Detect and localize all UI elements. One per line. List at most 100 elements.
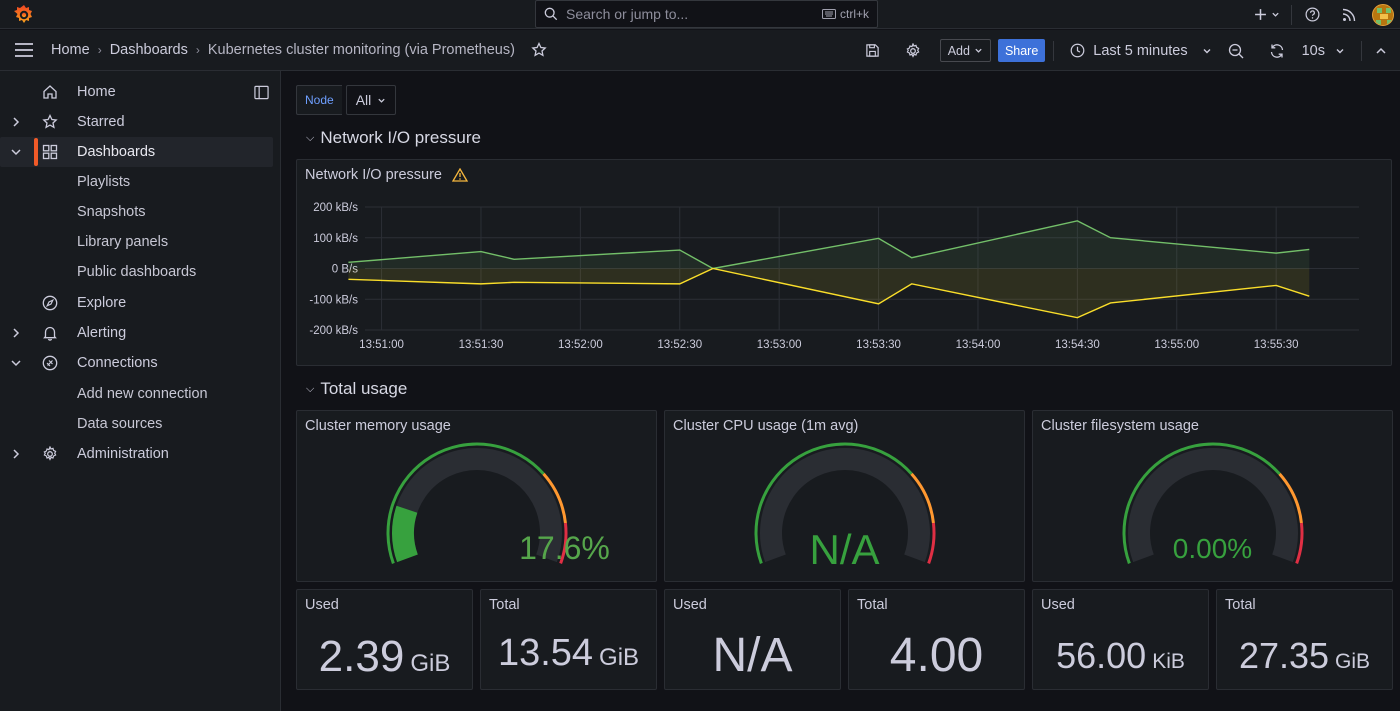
- stat-number: 4.00: [889, 629, 984, 682]
- gauge-threshold-green: [754, 442, 913, 564]
- gauge-threshold-green: [1122, 442, 1281, 564]
- variable-bar: Node All: [296, 85, 397, 115]
- panel-title: Cluster filesystem usage: [1041, 418, 1199, 434]
- panel-title: Cluster CPU usage (1m avg): [673, 418, 859, 434]
- row-header-total[interactable]: ⌵ Total usage: [306, 379, 407, 399]
- panel-title: Used: [305, 597, 339, 613]
- sidebar-item-label: Snapshots: [77, 204, 146, 220]
- refresh-interval-picker[interactable]: 10s: [1302, 43, 1345, 59]
- sidebar-item-connections[interactable]: Connections: [0, 348, 273, 378]
- sidebar-item-explore[interactable]: Explore: [0, 288, 273, 318]
- new-menu-button[interactable]: [1249, 8, 1285, 21]
- stat-panel-memory-total[interactable]: Total 13.54 GiB: [480, 589, 657, 690]
- x-tick-label: 13:51:30: [459, 339, 504, 351]
- panel-title-text: Network I/O pressure: [305, 167, 442, 183]
- chevron-down-icon: [378, 98, 385, 103]
- sidebar-item-administration[interactable]: Administration: [0, 439, 273, 469]
- divider: [1291, 4, 1292, 25]
- panel-title: Total: [489, 597, 520, 613]
- stat-value: 2.39 GiB: [297, 632, 472, 682]
- variable-label-node: Node: [296, 85, 342, 115]
- gauge-value-arc: [392, 505, 418, 563]
- stat-number: 13.54: [497, 632, 594, 674]
- x-tick-label: 13:54:30: [1055, 339, 1100, 351]
- chevron-right-icon[interactable]: [10, 326, 22, 340]
- sidebar-item-data-sources[interactable]: Data sources: [0, 409, 273, 439]
- dashboard-settings-button[interactable]: [893, 42, 933, 59]
- sidebar-item-starred[interactable]: Starred: [0, 107, 273, 137]
- chevron-right-icon[interactable]: [10, 447, 22, 461]
- gauge-memory: [386, 442, 568, 564]
- sidebar-item-dashboards[interactable]: Dashboards: [0, 137, 273, 167]
- sidebar-item-public-dashboards[interactable]: Public dashboards: [0, 257, 273, 287]
- sidebar-item-alerting[interactable]: Alerting: [0, 318, 273, 348]
- sidebar-item-playlists[interactable]: Playlists: [0, 167, 273, 197]
- chevron-down-icon[interactable]: [10, 145, 22, 159]
- gear-icon: [906, 42, 920, 58]
- sidebar-item-label: Starred: [77, 114, 125, 130]
- add-button[interactable]: Add: [939, 39, 991, 62]
- sidebar-item-home[interactable]: Home: [0, 77, 273, 107]
- refresh-interval-label: 10s: [1301, 42, 1325, 59]
- y-tick-label: -200 kB/s: [309, 325, 358, 337]
- sidebar-item-label: Home: [77, 84, 116, 100]
- zoom-out-button[interactable]: [1212, 43, 1260, 59]
- chevron-right-icon[interactable]: [10, 115, 22, 129]
- collapse-button[interactable]: [1362, 45, 1400, 57]
- sidebar-item-library-panels[interactable]: Library panels: [0, 227, 273, 257]
- menu-icon[interactable]: [14, 42, 34, 58]
- panel-title: Total: [1225, 597, 1256, 613]
- network-io-panel[interactable]: Network I/O pressure 200 kB/s 100 kB/s 0 B…: [296, 159, 1392, 366]
- sidebar: Home Starred Dashboards Playlists Snapsh…: [0, 71, 281, 711]
- warning-icon[interactable]: [452, 168, 468, 182]
- clock-icon: [1070, 43, 1085, 58]
- dashboard-nav-bar: Home › Dashboards › Kubernetes cluster m…: [0, 30, 1400, 71]
- refresh-button[interactable]: [1260, 43, 1294, 59]
- panel-title: Used: [1041, 597, 1075, 613]
- chevron-down-icon: ⌵: [306, 131, 315, 144]
- star-icon: [42, 114, 58, 129]
- gauge-panel-cpu[interactable]: Cluster CPU usage (1m avg) N/A: [664, 410, 1025, 582]
- sidebar-item-add-new-connection[interactable]: Add new connection: [0, 379, 273, 409]
- news-button[interactable]: [1332, 8, 1366, 22]
- sidebar-item-label: Data sources: [77, 416, 163, 432]
- help-button[interactable]: [1292, 7, 1332, 22]
- series-line: [348, 220, 1310, 270]
- x-tick-label: 13:52:00: [558, 339, 603, 351]
- sidebar-item-label: Connections: [77, 355, 158, 371]
- grafana-logo-icon[interactable]: [12, 3, 36, 27]
- row-title: Network I/O pressure: [320, 128, 481, 147]
- panel-title: Cluster memory usage: [305, 418, 451, 434]
- gauge-cpu: [754, 442, 936, 564]
- breadcrumb-home[interactable]: Home: [51, 42, 90, 58]
- dock-menu-icon[interactable]: [254, 85, 269, 100]
- breadcrumb-dashboards[interactable]: Dashboards: [109, 42, 188, 58]
- stat-panel-cpu-total[interactable]: Total 4.00: [848, 589, 1025, 690]
- stat-panel-fs-total[interactable]: Total 27.35 GiB: [1216, 589, 1393, 690]
- star-icon[interactable]: [531, 42, 547, 58]
- x-tick-label: 13:53:30: [856, 339, 901, 351]
- y-tick-label: 200 kB/s: [313, 202, 358, 214]
- sidebar-item-label: Public dashboards: [77, 264, 197, 280]
- row-header-network[interactable]: ⌵ Network I/O pressure: [306, 128, 481, 148]
- gauge-threshold-orange: [542, 472, 567, 524]
- save-dashboard-button[interactable]: [853, 43, 893, 58]
- stat-panel-cpu-used[interactable]: Used N/A: [664, 589, 841, 690]
- sidebar-item-snapshots[interactable]: Snapshots: [0, 197, 273, 227]
- search-input[interactable]: Search or jump to... ctrl+k: [535, 0, 878, 28]
- profile-button[interactable]: [1366, 3, 1400, 26]
- stat-panel-memory-used[interactable]: Used 2.39 GiB: [296, 589, 473, 690]
- compass-icon: [42, 295, 58, 311]
- plus-icon: [1255, 9, 1266, 20]
- y-tick-label: 100 kB/s: [313, 233, 358, 245]
- chevron-down-icon[interactable]: [10, 356, 22, 370]
- stat-panel-fs-used[interactable]: Used 56.00 KiB: [1032, 589, 1209, 690]
- gauge-panel-memory[interactable]: Cluster memory usage 17.6%: [296, 410, 657, 582]
- shortcut-label: ctrl+k: [839, 7, 869, 21]
- x-tick-label: 13:53:00: [757, 339, 802, 351]
- gauge-panel-filesystem[interactable]: Cluster filesystem usage 0.00%: [1032, 410, 1393, 582]
- time-range-picker[interactable]: Last 5 minutes: [1070, 43, 1211, 59]
- variable-select-node[interactable]: All: [345, 85, 397, 115]
- share-button[interactable]: Share: [997, 39, 1046, 62]
- gauge-threshold-red: [1295, 522, 1304, 564]
